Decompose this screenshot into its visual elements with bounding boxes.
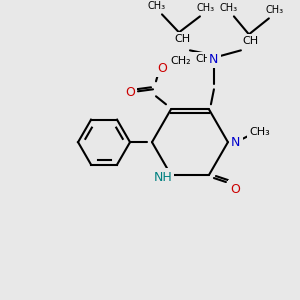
Text: N: N: [209, 53, 219, 66]
Text: CH₃: CH₃: [220, 3, 238, 14]
Text: O: O: [230, 182, 240, 196]
Text: O: O: [157, 62, 167, 75]
Text: NH: NH: [154, 170, 172, 184]
Text: CH₃: CH₃: [148, 2, 166, 11]
Text: O: O: [125, 86, 135, 99]
Text: N: N: [231, 136, 241, 149]
Text: CH₃: CH₃: [196, 54, 216, 64]
Text: CH₃: CH₃: [250, 127, 270, 137]
Text: CH: CH: [243, 36, 259, 46]
Text: CH₃: CH₃: [197, 3, 215, 14]
Text: CH: CH: [174, 34, 190, 44]
Text: CH₂: CH₂: [171, 56, 191, 66]
Text: CH₃: CH₃: [266, 5, 284, 15]
